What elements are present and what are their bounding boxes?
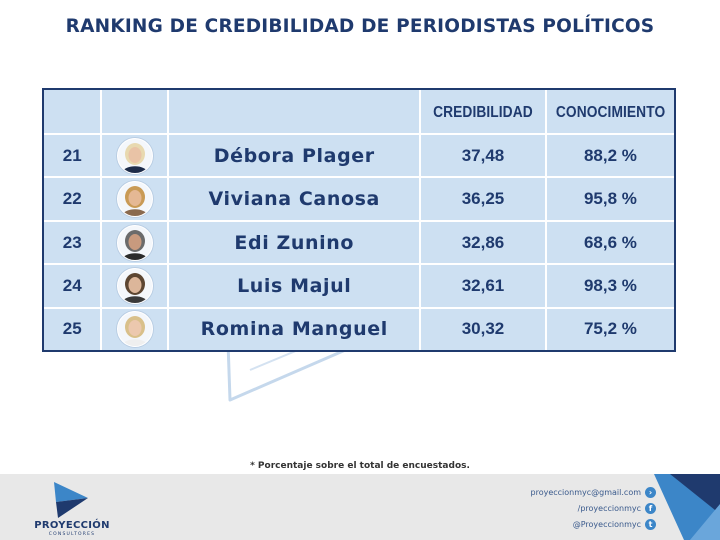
contact-list: proyeccionmyc@gmail.com › /proyeccionmyc…	[530, 484, 656, 532]
table-header-row: CREDIBILIDAD CONOCIMIENTO	[44, 90, 674, 135]
rank-cell: 24	[44, 263, 103, 309]
credibilidad-value: 32,61	[419, 263, 547, 309]
header-rank-cell	[44, 90, 103, 135]
contact-facebook-text: /proyeccionmyc	[577, 503, 641, 513]
journalist-name: Luis Majul	[167, 263, 422, 309]
avatar	[116, 311, 153, 348]
header-photo-cell	[100, 90, 170, 135]
rank-cell: 23	[44, 219, 103, 266]
journalist-name: Romina Manguel	[167, 306, 422, 350]
table-row: 25 Romina Manguel 30,32 75,2 %	[44, 306, 674, 350]
contact-twitter-text: @Proyeccionmyc	[572, 519, 641, 529]
contact-twitter[interactable]: @Proyeccionmyc t	[531, 516, 656, 532]
footnote: * Porcentaje sobre el total de encuestad…	[250, 461, 470, 471]
credibilidad-value: 32,86	[419, 219, 547, 266]
ranking-table: CREDIBILIDAD CONOCIMIENTO 21 Débora Plag…	[42, 88, 676, 352]
photo-cell	[100, 219, 170, 266]
arrow-right-icon: ›	[645, 486, 656, 498]
conocimiento-value: 98,3 %	[544, 263, 674, 309]
table-row: 21 Débora Plager 37,48 88,2 %	[44, 132, 674, 179]
credibilidad-value: 30,32	[419, 306, 547, 350]
header-conocimiento-label: CONOCIMIENTO	[555, 103, 666, 121]
contact-email-text: proyeccionmyc@gmail.com	[530, 487, 642, 497]
avatar	[116, 224, 153, 261]
twitter-icon: t	[645, 518, 656, 530]
contact-email[interactable]: proyeccionmyc@gmail.com ›	[530, 484, 656, 500]
conocimiento-value: 68,6 %	[544, 219, 674, 266]
table-row: 22 Viviana Canosa 36,25 95,8 %	[44, 176, 674, 222]
avatar	[116, 137, 153, 174]
photo-cell	[100, 132, 170, 179]
rank-cell: 22	[44, 176, 103, 222]
credibilidad-value: 37,48	[419, 132, 547, 179]
rank-cell: 25	[44, 306, 103, 350]
header-conocimiento: CONOCIMIENTO	[544, 90, 674, 135]
brand-name: PROYECCIÓN	[34, 520, 110, 531]
header-credibilidad-label: CREDIBILIDAD	[433, 103, 533, 121]
table-row: 24 Luis Majul 32,61 98,3 %	[44, 263, 674, 309]
header-credibilidad: CREDIBILIDAD	[419, 90, 547, 135]
brand-subtitle: CONSULTORES	[48, 532, 96, 537]
photo-cell	[100, 176, 170, 222]
brand-logo-icon	[54, 482, 88, 518]
journalist-name: Edi Zunino	[167, 219, 422, 266]
facebook-icon: f	[645, 502, 656, 514]
photo-cell	[100, 263, 170, 309]
journalist-name: Débora Plager	[167, 132, 422, 179]
journalist-name: Viviana Canosa	[167, 176, 422, 222]
header-name-cell	[167, 90, 422, 135]
avatar	[116, 181, 153, 218]
corner-decoration	[654, 474, 720, 540]
footer: PROYECCIÓN CONSULTORES proyeccionmyc@gma…	[0, 474, 720, 540]
conocimiento-value: 75,2 %	[544, 306, 674, 350]
credibilidad-value: 36,25	[419, 176, 547, 222]
page-title: RANKING DE CREDIBILIDAD DE PERIODISTAS P…	[65, 16, 655, 37]
contact-facebook[interactable]: /proyeccionmyc f	[531, 500, 656, 516]
conocimiento-value: 95,8 %	[544, 176, 674, 222]
rank-cell: 21	[44, 132, 103, 179]
conocimiento-value: 88,2 %	[544, 132, 674, 179]
table-row: 23 Edi Zunino 32,86 68,6 %	[44, 219, 674, 266]
avatar	[116, 267, 153, 304]
photo-cell	[100, 306, 170, 350]
